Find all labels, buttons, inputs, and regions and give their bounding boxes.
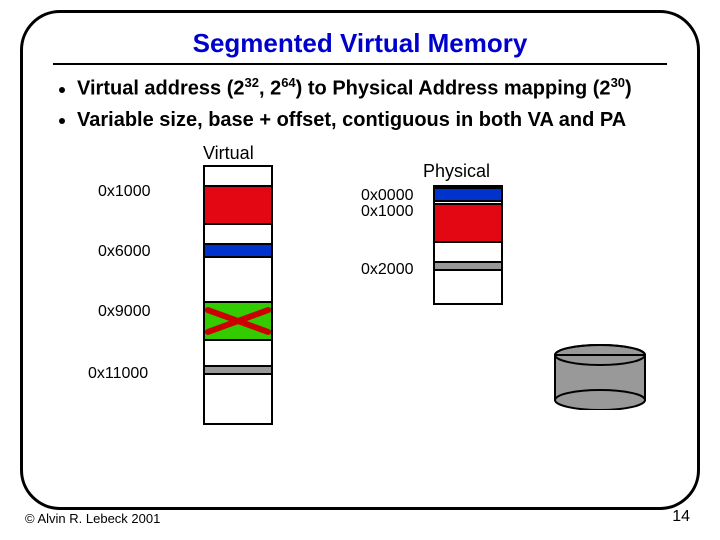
virtual-label: Virtual xyxy=(203,143,254,164)
bullet-2: Variable size, base + offset, contiguous… xyxy=(77,108,667,133)
slide-frame: Segmented Virtual Memory Virtual address… xyxy=(20,10,700,510)
page-number: 14 xyxy=(672,508,690,526)
address-label: 0x1000 xyxy=(98,183,151,201)
copyright-footer: © Alvin R. Lebeck 2001 xyxy=(25,511,160,526)
memory-diagram: Virtual Physical 0x1000 0x6000 0x9000 0x110… xyxy=(53,143,667,433)
address-label: 0x1000 xyxy=(361,203,414,221)
bullet-1-text: ) xyxy=(625,78,632,100)
memory-segment xyxy=(203,365,273,375)
memory-segment xyxy=(203,243,273,258)
address-label: 0x6000 xyxy=(98,243,151,261)
memory-segment xyxy=(433,187,503,202)
address-label: 0x2000 xyxy=(361,261,414,279)
bullet-1: Virtual address (232, 264) to Physical A… xyxy=(77,75,667,102)
bullet-1-text: , 2 xyxy=(259,78,281,100)
address-label: 0x9000 xyxy=(98,303,151,321)
bullet-1-text: ) to Physical Address mapping (2 xyxy=(296,78,611,100)
title-divider xyxy=(53,63,667,65)
disk-icon xyxy=(553,343,653,415)
exp-32: 32 xyxy=(244,75,258,90)
exp-30: 30 xyxy=(611,75,625,90)
memory-segment xyxy=(433,261,503,271)
address-label: 0x11000 xyxy=(88,365,148,383)
exp-64: 64 xyxy=(281,75,295,90)
memory-segment xyxy=(203,185,273,225)
slide-title: Segmented Virtual Memory xyxy=(53,28,667,59)
bullet-1-text: Virtual address (2 xyxy=(77,78,244,100)
bullet-list: Virtual address (232, 264) to Physical A… xyxy=(53,75,667,133)
memory-segment xyxy=(433,203,503,243)
physical-label: Physical xyxy=(423,161,490,182)
